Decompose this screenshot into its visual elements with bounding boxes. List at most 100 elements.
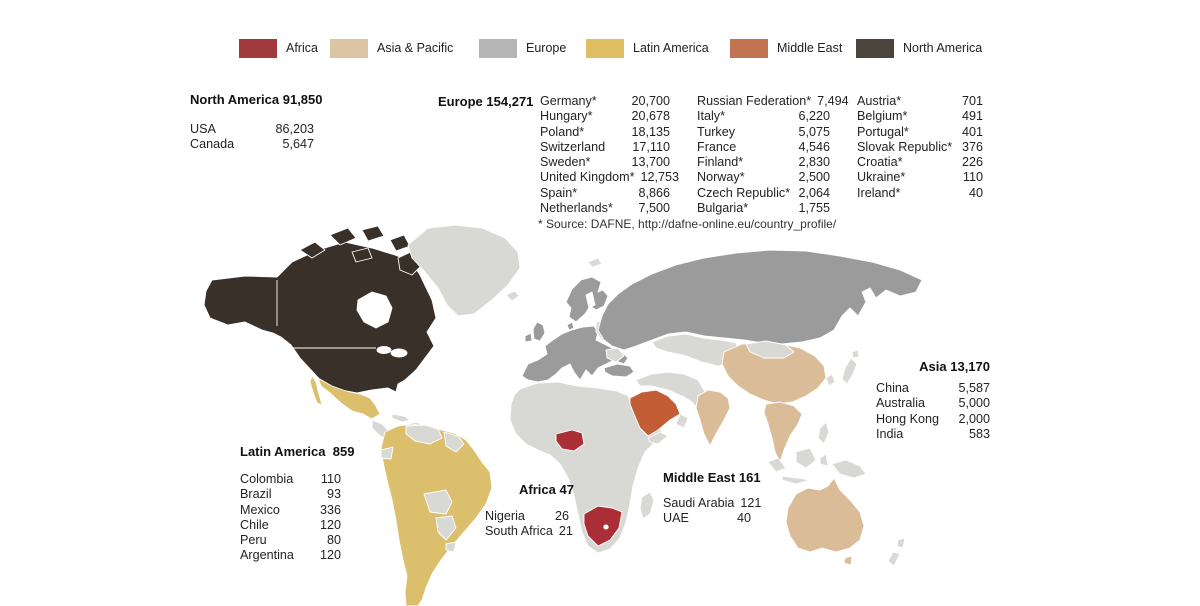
hudson-bay-shape bbox=[356, 291, 393, 329]
new-guinea-shape bbox=[831, 459, 867, 479]
japan-shape bbox=[841, 357, 858, 385]
stat-row: Hong Kong 2,000 bbox=[876, 411, 990, 426]
stat-row: Saudi Arabia 121 bbox=[663, 496, 762, 510]
south-america-shape bbox=[380, 423, 493, 606]
guyanas-shape bbox=[443, 431, 465, 453]
ecuador-shape bbox=[380, 446, 394, 460]
africa-total: 47 bbox=[559, 482, 574, 497]
stat-row: United Kingdom* 12,753 bbox=[540, 170, 680, 185]
svalbard-shape bbox=[587, 257, 603, 268]
nigeria-shape bbox=[555, 429, 585, 452]
stat-row: Ukraine* 110 bbox=[857, 170, 983, 185]
north-america-title: North America 91,850 bbox=[190, 92, 323, 107]
stat-row: Hungary* 20,678 bbox=[540, 109, 670, 124]
africa-list: Nigeria 26 South Africa 21 bbox=[485, 509, 573, 540]
africa-title: Africa 47 bbox=[519, 482, 574, 497]
lesotho-shape bbox=[603, 524, 609, 530]
middle-east-color-swatch bbox=[730, 38, 768, 58]
turkey-shape bbox=[603, 363, 635, 378]
arctic-island-shape bbox=[299, 241, 326, 259]
stat-row: Russian Federation* 7,494 bbox=[697, 94, 849, 108]
stat-row: Argentina 120 bbox=[240, 548, 341, 563]
europe-list-col1: Germany* 20,700 Hungary* 20,678 Poland* 18,… bbox=[540, 94, 680, 216]
legend-label-asia-pacific: Asia & Pacific bbox=[377, 41, 454, 55]
middle-east-title: Middle East 161 bbox=[663, 470, 761, 485]
borneo-shape bbox=[795, 447, 817, 469]
stat-row: Brazil 93 bbox=[240, 487, 341, 502]
stat-row: Austria* 701 bbox=[857, 94, 983, 108]
latin-america-total: 859 bbox=[332, 444, 355, 459]
australia-shape bbox=[785, 477, 865, 553]
great-lakes-shape bbox=[376, 346, 392, 354]
arctic-island-shape bbox=[351, 247, 373, 263]
legend-item-europe: Europe bbox=[479, 38, 566, 58]
stat-row: Sweden* 13,700 bbox=[540, 155, 670, 170]
legend-label-north-america: North America bbox=[903, 41, 983, 55]
greenland-shape bbox=[407, 224, 521, 317]
stat-row: Spain* 8,866 bbox=[540, 185, 670, 200]
europe-color-swatch bbox=[479, 38, 517, 58]
legend-label-middle-east: Middle East bbox=[777, 41, 843, 55]
tasmania-shape bbox=[843, 555, 853, 566]
asia-total: 13,170 bbox=[950, 359, 990, 374]
stat-row: Slovak Republic* 376 bbox=[857, 139, 983, 154]
stat-row: Netherlands* 7,500 bbox=[540, 201, 670, 216]
mexico-shape bbox=[317, 377, 381, 420]
india-shape bbox=[695, 389, 731, 447]
stat-row: Norway* 2,500 bbox=[697, 170, 830, 185]
bolivia-shape bbox=[423, 489, 453, 515]
source-note: * Source: DAFNE, http://dafne-online.eu/… bbox=[538, 217, 837, 231]
legend-item-north-america: North America bbox=[856, 38, 982, 58]
arctic-island-shape bbox=[389, 234, 411, 252]
stat-row: UAE 40 bbox=[663, 511, 751, 526]
ireland-shape bbox=[524, 332, 533, 343]
philippines-shape bbox=[817, 421, 830, 445]
middle-east-total: 161 bbox=[738, 470, 761, 485]
stat-row: Canada 5,647 bbox=[190, 137, 314, 152]
stat-row: China 5,587 bbox=[876, 381, 990, 395]
north-america-list: USA 86,203 Canada 5,647 bbox=[190, 122, 314, 153]
mongolia-shape bbox=[745, 340, 795, 359]
europe-title-text: Europe bbox=[438, 94, 483, 109]
baja-california-shape bbox=[309, 375, 323, 406]
stat-row: India 583 bbox=[876, 426, 990, 441]
stat-row: Finland* 2,830 bbox=[697, 155, 830, 170]
europe-title: Europe 154,271 bbox=[438, 94, 533, 109]
stat-row: Italy* 6,220 bbox=[697, 109, 830, 124]
north-america-color-swatch bbox=[856, 38, 894, 58]
middle-east-list: Saudi Arabia 121 UAE 40 bbox=[663, 496, 762, 527]
legend-item-latin-america: Latin America bbox=[586, 38, 709, 58]
asia-list: China 5,587 Australia 5,000 Hong Kong 2,000… bbox=[876, 381, 990, 442]
south-africa-shape bbox=[583, 505, 623, 547]
europe-list-col2: Russian Federation* 7,494 Italy* 6,220 Tur… bbox=[697, 94, 849, 216]
north-america-total: 91,850 bbox=[282, 92, 323, 107]
legend-item-middle-east: Middle East bbox=[730, 38, 842, 58]
paraguay-shape bbox=[435, 515, 457, 541]
sumatra-shape bbox=[767, 457, 787, 473]
korea-shape bbox=[825, 373, 836, 387]
legend-label-latin-america: Latin America bbox=[633, 41, 709, 55]
venezuela-shape bbox=[405, 424, 443, 445]
stat-row: Nigeria 26 bbox=[485, 509, 569, 523]
java-shape bbox=[781, 475, 811, 485]
latin-america-title: Latin America 859 bbox=[240, 444, 354, 459]
new-zealand-north-shape bbox=[896, 537, 906, 549]
madagascar-shape bbox=[639, 491, 655, 520]
stat-row: Mexico 336 bbox=[240, 502, 341, 517]
stat-row: Poland* 18,135 bbox=[540, 124, 670, 139]
stat-row: Portugal* 401 bbox=[857, 124, 983, 139]
saudi-arabia-shape bbox=[629, 389, 681, 437]
yemen-shape bbox=[647, 431, 669, 445]
stat-row: Czech Republic* 2,064 bbox=[697, 185, 830, 200]
cuba-shape bbox=[391, 413, 411, 423]
stat-row: Germany* 20,700 bbox=[540, 94, 670, 108]
iceland-shape bbox=[505, 290, 520, 302]
gulf-of-bothnia-shape bbox=[585, 291, 596, 309]
stat-row: South Africa 21 bbox=[485, 524, 573, 539]
asia-pacific-color-swatch bbox=[330, 38, 368, 58]
denmark-shape bbox=[566, 321, 575, 331]
legend-label-africa: Africa bbox=[286, 41, 318, 55]
stat-row: Colombia 110 bbox=[240, 472, 341, 486]
europe-total: 154,271 bbox=[486, 94, 534, 109]
